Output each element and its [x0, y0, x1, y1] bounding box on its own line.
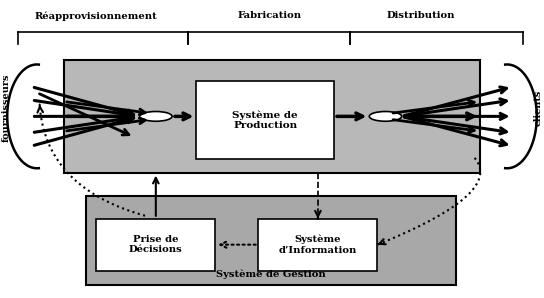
Text: Prise de
Décisions: Prise de Décisions — [129, 235, 183, 254]
Bar — [196, 81, 334, 159]
Text: Fabrication: Fabrication — [237, 11, 301, 20]
Text: Système
d’Information: Système d’Information — [279, 235, 357, 254]
Bar — [96, 219, 215, 271]
Ellipse shape — [140, 111, 172, 121]
Text: Distribution: Distribution — [386, 11, 455, 20]
Ellipse shape — [369, 111, 401, 121]
Text: Système de
Production: Système de Production — [232, 110, 298, 130]
Text: Réapprovisionnement: Réapprovisionnement — [35, 11, 158, 21]
Bar — [258, 219, 378, 271]
Text: clients: clients — [533, 89, 542, 126]
Bar — [85, 196, 456, 285]
Bar — [64, 60, 480, 173]
Text: Système de Gestion: Système de Gestion — [216, 269, 325, 279]
Text: fournisseurs: fournisseurs — [2, 73, 11, 142]
